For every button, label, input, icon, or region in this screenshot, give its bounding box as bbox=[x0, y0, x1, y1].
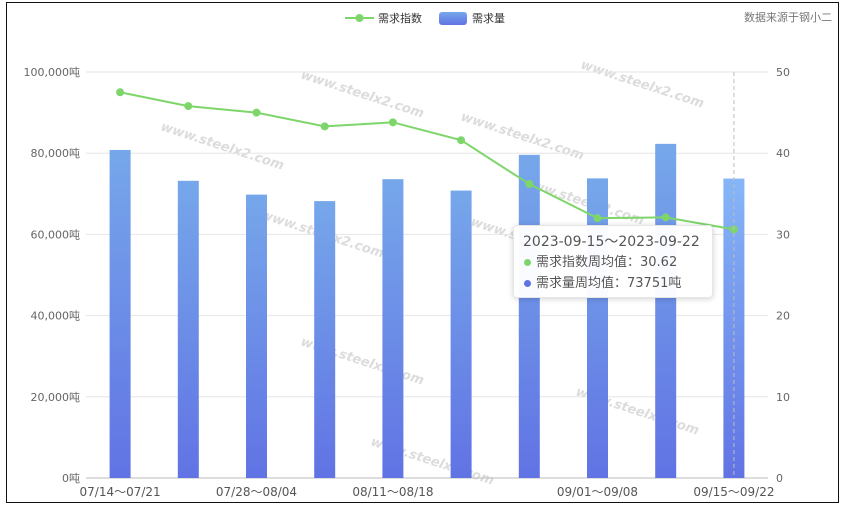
grid-lines bbox=[86, 71, 768, 479]
tooltip-title: 2023-09-15～2023-09-22 bbox=[523, 234, 700, 250]
series-line bbox=[119, 91, 735, 231]
watermark-text: www.steelx2.com bbox=[159, 120, 286, 174]
legend-item-bar[interactable]: 需求量 bbox=[439, 12, 505, 25]
bar bbox=[177, 180, 199, 479]
tooltip-bar-row: 需求量周均值：73751吨 bbox=[523, 273, 703, 294]
line-point bbox=[320, 122, 329, 131]
y-right-tick-label: 0 bbox=[776, 472, 783, 485]
y-left-tick-label: 100,000吨 bbox=[24, 66, 81, 79]
line-point bbox=[388, 118, 397, 127]
tooltip: 2023-09-15～2023-09-22 需求指数周均值：30.62 需求量周… bbox=[513, 225, 713, 298]
legend[interactable]: 需求指数 需求量 bbox=[345, 11, 505, 25]
x-tick-label: 07/14～07/21 bbox=[80, 485, 161, 499]
data-source-note: 数据来源于钢小二 bbox=[744, 10, 832, 24]
line-point bbox=[661, 213, 670, 222]
y-right-tick-label: 40 bbox=[776, 147, 790, 160]
x-tick-label: 08/11～08/18 bbox=[352, 485, 433, 499]
bar-series bbox=[109, 143, 745, 479]
x-tick-label: 07/28～08/04 bbox=[216, 485, 297, 499]
bar bbox=[655, 143, 677, 478]
y-axis-right: 0 10 20 30 40 50 bbox=[776, 66, 790, 485]
y-right-tick-label: 10 bbox=[776, 391, 790, 404]
x-tick-label: 09/15～09/22 bbox=[693, 485, 774, 499]
y-right-tick-label: 30 bbox=[776, 228, 790, 241]
line-series bbox=[116, 88, 738, 234]
tooltip-line-dot bbox=[524, 258, 531, 266]
watermark-text: www.steelx2.com bbox=[579, 58, 706, 112]
line-point bbox=[252, 108, 261, 117]
bar bbox=[587, 178, 608, 478]
tooltip-bar-value: 需求量周均值：73751吨 bbox=[536, 276, 682, 291]
y-axis-left: 0吨 20,000吨 40,000吨 60,000吨 80,000吨 100,000吨 bbox=[24, 66, 81, 485]
bar bbox=[382, 179, 404, 478]
x-axis: 07/14～07/21 07/28～08/04 08/11～08/18 09/01～0… bbox=[80, 485, 775, 499]
bar bbox=[450, 190, 472, 478]
bar bbox=[246, 194, 267, 478]
legend-item-line[interactable]: 需求指数 bbox=[345, 11, 422, 25]
legend-line-label: 需求指数 bbox=[378, 11, 422, 25]
tooltip-line-row: 需求指数周均值：30.62 bbox=[523, 252, 703, 273]
y-right-tick-label: 50 bbox=[776, 66, 790, 79]
y-left-tick-label: 20,000吨 bbox=[31, 391, 81, 404]
legend-bar-swatch bbox=[439, 12, 467, 25]
bar bbox=[518, 154, 540, 478]
y-left-tick-label: 0吨 bbox=[62, 472, 80, 485]
bar bbox=[723, 178, 745, 479]
legend-bar-label: 需求量 bbox=[472, 12, 505, 25]
tooltip-bar-dot bbox=[524, 279, 531, 287]
y-left-tick-label: 40,000吨 bbox=[31, 310, 81, 323]
line-point bbox=[457, 136, 466, 145]
y-left-tick-label: 60,000吨 bbox=[31, 228, 81, 241]
bar bbox=[314, 201, 336, 478]
y-right-tick-label: 20 bbox=[776, 310, 790, 323]
line-point bbox=[116, 88, 125, 97]
x-tick-label: 09/01～09/08 bbox=[557, 485, 638, 499]
line-point bbox=[184, 102, 193, 111]
y-left-tick-label: 80,000吨 bbox=[31, 147, 81, 160]
line-point bbox=[525, 180, 534, 189]
bar bbox=[109, 149, 131, 478]
line-point bbox=[593, 214, 602, 223]
tooltip-line-value: 需求指数周均值：30.62 bbox=[536, 255, 678, 270]
watermark-text: www.steelx2.com bbox=[299, 68, 426, 122]
